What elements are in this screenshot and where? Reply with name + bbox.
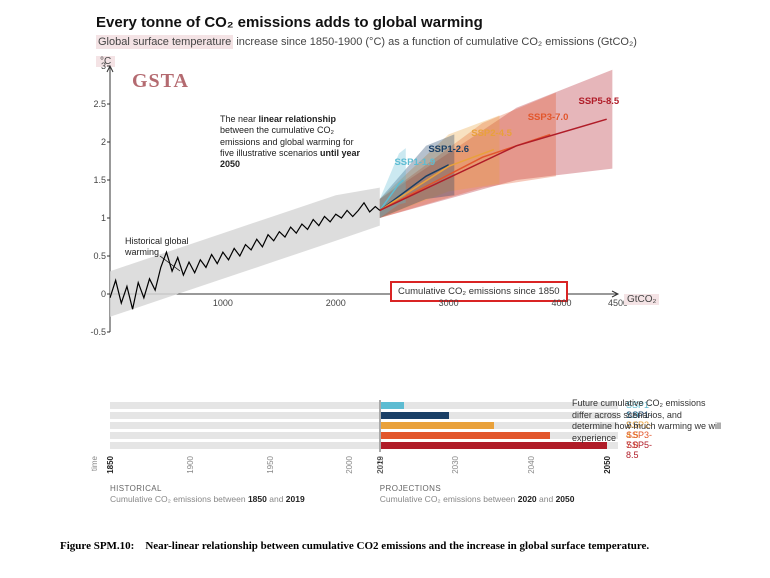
bar-ssp1-1-9 [380,402,404,409]
y-tick: 3 [82,61,106,71]
time-axis-label: time [90,456,99,471]
subtitle-rest: increase since 1850-1900 (°C) as a funct… [233,36,637,48]
bars-year-tick: 2040 [527,456,536,474]
bars-separator [379,400,381,452]
bar-ssp1-2-6 [380,412,449,419]
section-projections: PROJECTIONS [380,484,441,493]
bar-ssp3-7-0 [380,432,550,439]
bars-year-tick: 1900 [186,456,195,474]
redbox-cumulative: Cumulative CO₂ emissions since 1850 [390,281,568,302]
section-projections-sub: Cumulative CO₂ emissions between 2020 an… [380,494,575,504]
annotation-historical: Historical globalwarming [125,236,215,259]
scenario-label-ssp2-4-5: SSP2-4.5 [471,128,512,139]
x-tick: 3000 [439,298,459,308]
figure-caption: Figure SPM.10: Near-linear relationship … [60,540,710,552]
bar-bg [110,412,618,419]
projection-bars: time SSP1-1.9SSP1-2.6SSP2-4.5SSP3-7.0SSP… [110,400,650,480]
bars-year-tick: 2030 [451,456,460,474]
chart-svg [110,66,650,386]
bars-year-tick: 1850 [106,456,115,474]
y-tick: 2.5 [82,99,106,109]
scenario-label-ssp5-8-5: SSP5-8.5 [578,96,619,107]
scenario-label-ssp1-2-6: SSP1-2.6 [428,144,469,155]
x-tick: 4000 [552,298,572,308]
bar-bg [110,402,618,409]
scenario-label-ssp3-7-0: SSP3-7.0 [528,112,569,123]
y-tick: 2 [82,137,106,147]
scenario-label-ssp1-1-9: SSP1-1.9 [394,157,435,168]
subtitle-highlight: Global surface temperature [96,35,233,49]
figure-caption-text: Near-linear relationship between cumulat… [145,540,649,552]
section-historical: HISTORICAL [110,484,162,493]
y-tick: 0 [82,289,106,299]
figure-number: Figure SPM.10: [60,540,134,552]
x-tick: 2000 [326,298,346,308]
chart-title: Every tonne of CO₂ emissions adds to glo… [96,14,483,31]
bars-year-tick: 2020 [376,456,385,474]
section-historical-sub: Cumulative CO₂ emissions between 1850 an… [110,494,305,504]
y-tick: 1 [82,213,106,223]
main-chart: The near linear relationship between the… [110,66,650,386]
bars-year-tick: 2050 [603,456,612,474]
y-tick: 1.5 [82,175,106,185]
y-tick: -0.5 [82,327,106,337]
bar-bg [110,422,618,429]
x-axis-unit: GtCO₂ [624,294,659,305]
future-note: Future cumulative CO₂ emissions differ a… [572,398,722,445]
bar-ssp2-4-5 [380,422,494,429]
bars-year-tick: 2000 [345,456,354,474]
bars-year-tick: 1950 [266,456,275,474]
chart-subtitle: Global surface temperature increase sinc… [96,36,637,48]
annotation-main: The near linear relationship between the… [220,114,370,170]
x-tick: 1000 [213,298,233,308]
y-tick: 0.5 [82,251,106,261]
